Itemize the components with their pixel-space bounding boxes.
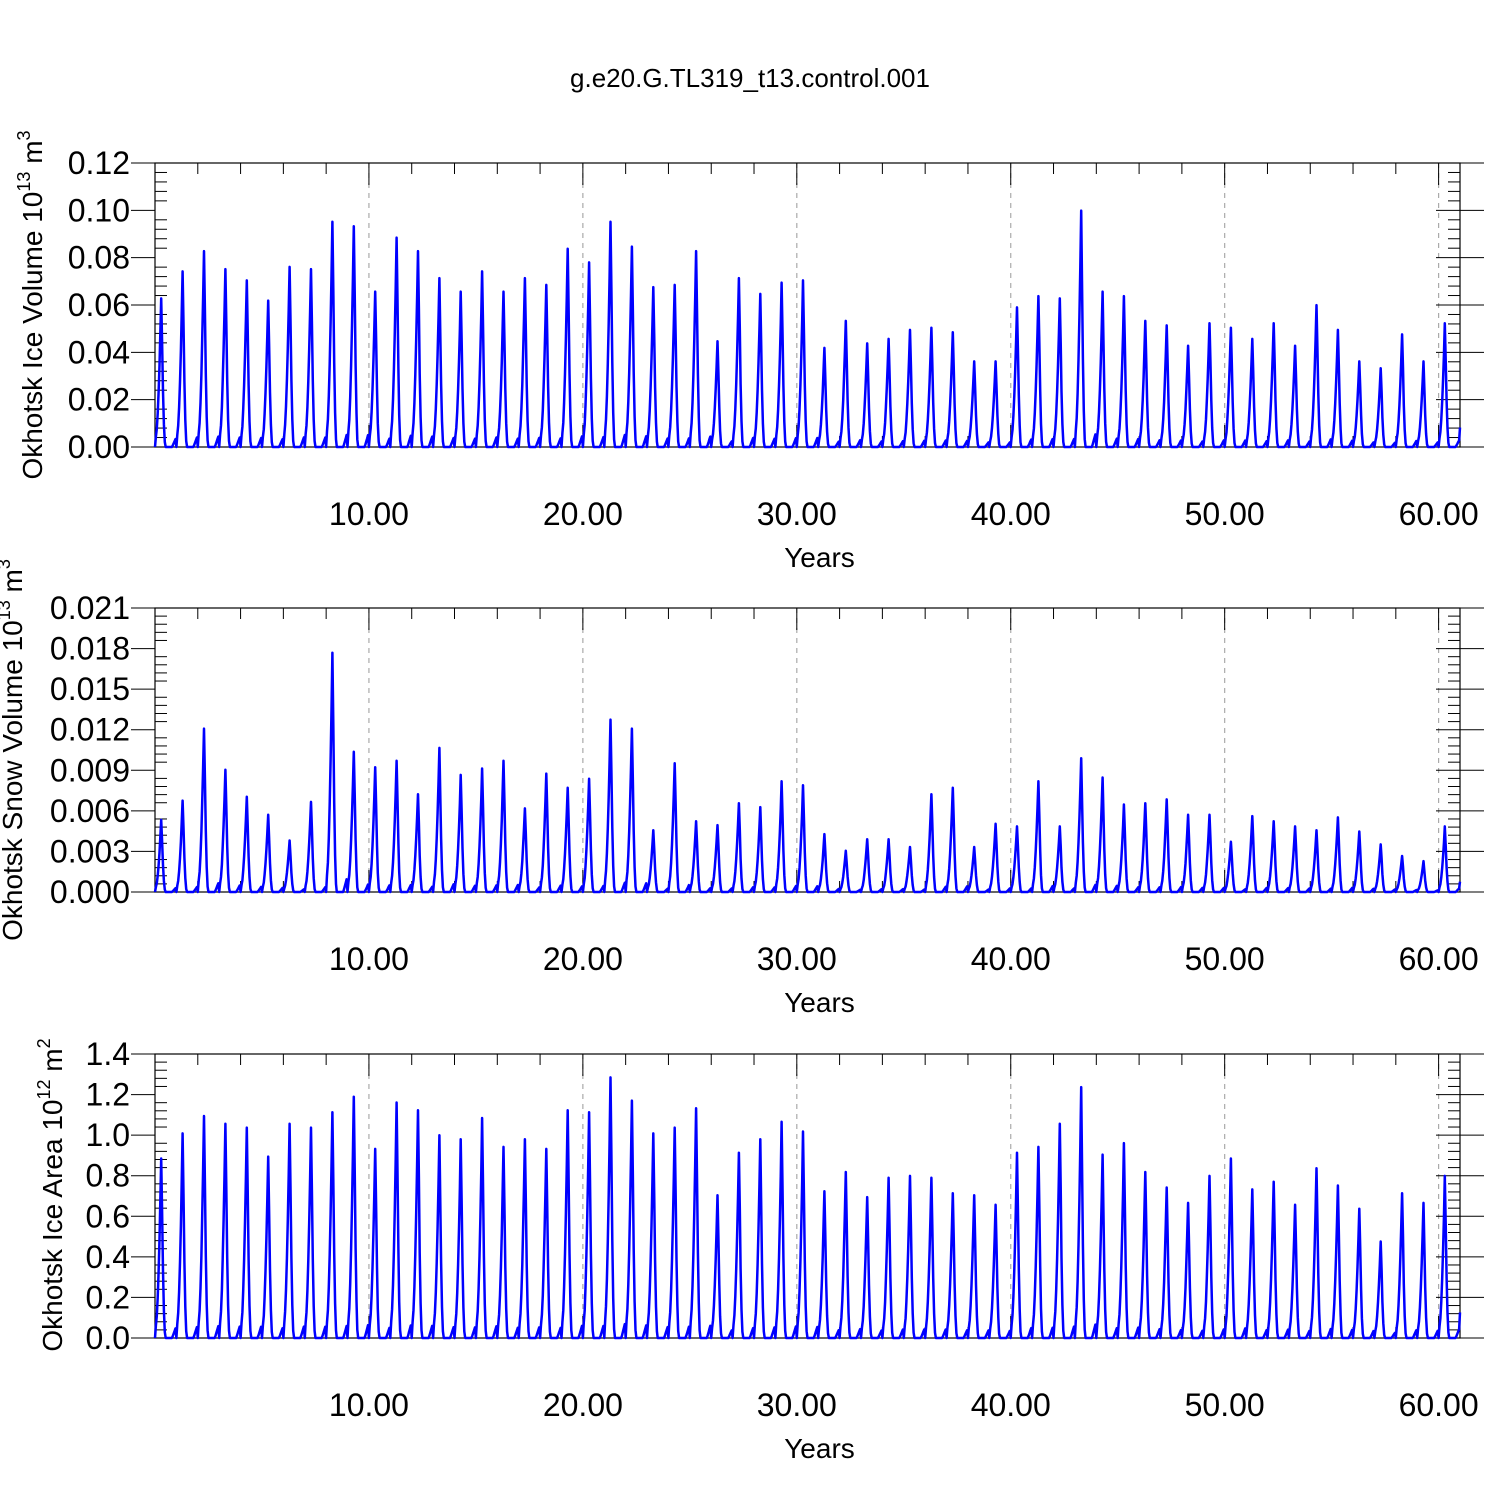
y-tick-label: 0.6 bbox=[86, 1198, 130, 1234]
x-tick-label: 50.00 bbox=[1185, 1387, 1265, 1423]
x-tick-label: 10.00 bbox=[329, 941, 409, 977]
y-tick-label: 0.000 bbox=[50, 874, 130, 910]
y-tick-label: 0.4 bbox=[86, 1239, 130, 1275]
y-tick-label: 0.009 bbox=[50, 752, 130, 788]
x-tick-label: 20.00 bbox=[543, 941, 623, 977]
panels: 10.00 20.00 30.00 40.00 50.00 60.000.000.020.… bbox=[0, 130, 1484, 1464]
chart-panel-3: 10.00 20.00 30.00 40.00 50.00 60.00 0.0 0.2 0.4 0… bbox=[34, 1036, 1484, 1464]
y-tick-label: 0.06 bbox=[68, 287, 130, 323]
x-tick-label: 60.00 bbox=[1399, 1387, 1479, 1423]
y-tick-label: 0.003 bbox=[50, 833, 130, 869]
y-tick-label: 0.08 bbox=[68, 240, 130, 276]
x-tick-label: 30.00 bbox=[757, 941, 837, 977]
x-axis-title: Years bbox=[784, 1433, 855, 1464]
series-line bbox=[153, 651, 1462, 894]
y-tick-label: 0.00 bbox=[68, 429, 130, 465]
x-tick-label: 60.00 bbox=[1399, 496, 1479, 532]
y-tick-label: 0.012 bbox=[50, 712, 130, 748]
y-tick-label: 0.10 bbox=[68, 192, 130, 228]
chart-panel-1: 10.00 20.00 30.00 40.00 50.00 60.00 0.00 0.02 0.… bbox=[14, 130, 1484, 573]
y-tick-label: 0.006 bbox=[50, 793, 130, 829]
y-tick-label: 0.2 bbox=[86, 1279, 130, 1315]
y-axis-title: Okhotsk Ice Volume 1013 m3 bbox=[14, 130, 48, 479]
y-tick-label: 0.0 bbox=[86, 1320, 130, 1356]
x-tick-label: 20.00 bbox=[543, 1387, 623, 1423]
y-tick-label: 1.0 bbox=[86, 1117, 130, 1153]
y-axis-title: Okhotsk Ice Area 1012 m2 bbox=[34, 1038, 68, 1351]
series-line bbox=[153, 1076, 1462, 1340]
x-tick-label: 10.00 bbox=[329, 1387, 409, 1423]
y-tick-label: 0.04 bbox=[68, 334, 130, 370]
x-tick-label: 40.00 bbox=[971, 1387, 1051, 1423]
y-tick-label: 0.8 bbox=[86, 1158, 130, 1194]
x-tick-label: 30.00 bbox=[757, 496, 837, 532]
x-tick-label: 50.00 bbox=[1185, 941, 1265, 977]
x-tick-label: 60.00 bbox=[1399, 941, 1479, 977]
y-tick-label: 0.018 bbox=[50, 631, 130, 667]
x-axis-title: Years bbox=[784, 987, 855, 1018]
y-tick-label: 1.2 bbox=[86, 1077, 130, 1113]
y-tick-label: 0.015 bbox=[50, 671, 130, 707]
x-tick-label: 40.00 bbox=[971, 941, 1051, 977]
y-axis-title: Okhotsk Snow Volume 1013 m3 bbox=[0, 559, 28, 941]
y-tick-label: 0.021 bbox=[50, 590, 130, 626]
chart-panel-2: 10.00 20.00 30.00 40.00 50.00 60.00 0.000 0.003… bbox=[0, 559, 1484, 1018]
y-tick-label: 0.02 bbox=[68, 382, 130, 418]
figure-title: g.e20.G.TL319_t13.control.001 bbox=[570, 63, 930, 93]
x-tick-label: 40.00 bbox=[971, 496, 1051, 532]
x-tick-label: 50.00 bbox=[1185, 496, 1265, 532]
x-tick-label: 10.00 bbox=[329, 496, 409, 532]
x-axis-title: Years bbox=[784, 542, 855, 573]
y-tick-label: 0.12 bbox=[68, 145, 130, 181]
series-line bbox=[153, 209, 1462, 449]
x-tick-label: 20.00 bbox=[543, 496, 623, 532]
y-tick-label: 1.4 bbox=[86, 1036, 130, 1072]
x-tick-label: 30.00 bbox=[757, 1387, 837, 1423]
